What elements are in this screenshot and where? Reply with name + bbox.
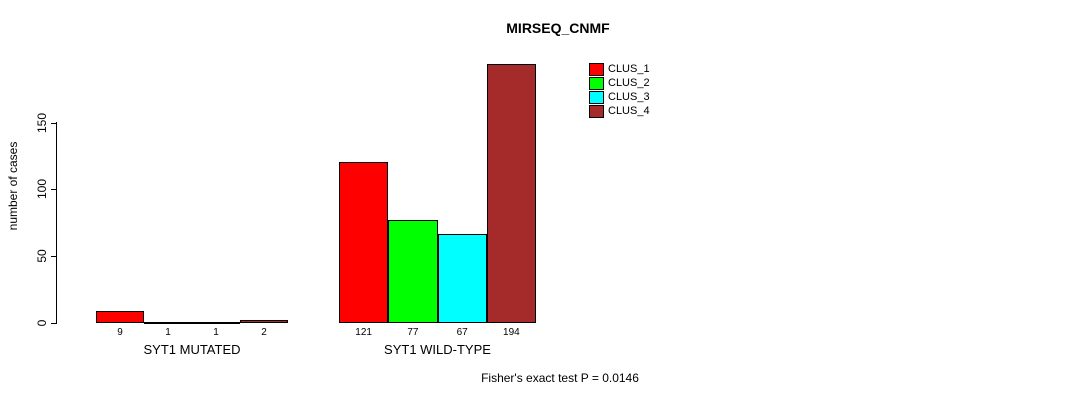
y-axis-line bbox=[56, 122, 57, 323]
legend-item-CLUS_2: CLUS_2 bbox=[589, 76, 650, 90]
bar-value-label: 194 bbox=[503, 327, 520, 338]
bar-value-label: 67 bbox=[456, 327, 468, 338]
legend-label: CLUS_1 bbox=[608, 63, 650, 75]
legend-swatch-CLUS_2 bbox=[589, 76, 604, 90]
y-tick-mark bbox=[51, 256, 57, 257]
y-tick-mark bbox=[51, 189, 57, 190]
legend-label: CLUS_4 bbox=[608, 105, 650, 117]
y-tick-label: 100 bbox=[35, 178, 49, 200]
y-tick-mark bbox=[51, 323, 57, 324]
legend-swatch-CLUS_1 bbox=[589, 62, 604, 76]
bar-CLUS_1-group1 bbox=[96, 311, 144, 323]
bar-value-label: 77 bbox=[407, 327, 419, 338]
y-tick-label: 50 bbox=[35, 249, 49, 263]
fisher-test-annotation: Fisher's exact test P = 0.0146 bbox=[481, 371, 639, 385]
bar-CLUS_1-group2 bbox=[339, 162, 389, 323]
bar-CLUS_4-group1 bbox=[240, 320, 288, 323]
legend-item-CLUS_3: CLUS_3 bbox=[589, 90, 650, 104]
bar-value-label: 9 bbox=[117, 327, 123, 338]
x-group-label: SYT1 MUTATED bbox=[143, 342, 241, 357]
legend-swatch-CLUS_4 bbox=[589, 104, 604, 118]
y-axis-label: number of cases bbox=[6, 141, 20, 231]
bar-CLUS_2-group2 bbox=[388, 220, 438, 323]
legend-item-CLUS_1: CLUS_1 bbox=[589, 62, 650, 76]
legend-item-CLUS_4: CLUS_4 bbox=[589, 104, 650, 118]
bar-CLUS_2-group1 bbox=[144, 322, 192, 324]
bar-value-label: 1 bbox=[213, 327, 219, 338]
x-group-label: SYT1 WILD-TYPE bbox=[384, 342, 491, 357]
bar-CLUS_3-group2 bbox=[437, 234, 487, 323]
bar-CLUS_4-group2 bbox=[486, 64, 536, 323]
bar-value-label: 1 bbox=[165, 327, 171, 338]
y-tick-label: 0 bbox=[35, 319, 49, 327]
y-tick-label: 150 bbox=[35, 112, 49, 134]
y-tick-mark bbox=[51, 123, 57, 124]
chart-title: MIRSEQ_CNMF bbox=[506, 20, 610, 36]
legend-swatch-CLUS_3 bbox=[589, 90, 604, 104]
bar-value-label: 2 bbox=[261, 327, 267, 338]
bar-CLUS_3-group1 bbox=[192, 322, 240, 324]
bar-value-label: 121 bbox=[355, 327, 372, 338]
legend-label: CLUS_3 bbox=[608, 91, 650, 103]
legend-label: CLUS_2 bbox=[608, 77, 650, 89]
